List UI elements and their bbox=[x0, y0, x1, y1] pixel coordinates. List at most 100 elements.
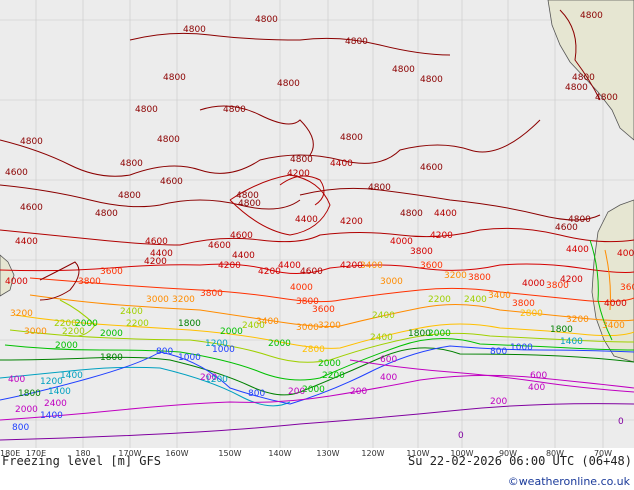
contour-label: 4800 bbox=[340, 133, 363, 143]
contour-label: 2000 bbox=[318, 359, 341, 369]
contour-label: 3400 bbox=[488, 291, 511, 301]
contour-label: 1400 bbox=[40, 411, 63, 421]
contour-label: 4800 bbox=[95, 209, 118, 219]
longitude-label: 80W bbox=[546, 449, 564, 458]
contour-label: 4800 bbox=[565, 83, 588, 93]
contour-label: 200 bbox=[350, 387, 367, 397]
contour-label: 4000 bbox=[522, 279, 545, 289]
longitude-label: 180E bbox=[0, 449, 20, 458]
contour-line bbox=[4, 338, 634, 381]
watermark: ©weatheronline.co.uk bbox=[508, 475, 631, 488]
contour-label: 1800 bbox=[178, 319, 201, 329]
contour-label: 2000 bbox=[428, 329, 451, 339]
contour-label: 4800 bbox=[368, 183, 391, 193]
longitude-label: 130W bbox=[316, 449, 339, 458]
land-new-zealand-edge bbox=[0, 254, 15, 297]
contour-line bbox=[14, 314, 634, 349]
contour-label: 4800 bbox=[420, 75, 443, 85]
contour-label: 3200 bbox=[566, 315, 589, 325]
contour-label: 400 bbox=[8, 375, 25, 385]
longitude-label: 140W bbox=[268, 449, 291, 458]
contour-label: 2400 bbox=[370, 333, 393, 343]
contour-label: 4600 bbox=[300, 267, 323, 277]
contour-label: 4600 bbox=[5, 168, 28, 178]
contour-line bbox=[0, 184, 301, 210]
contour-label: 1000 bbox=[510, 343, 533, 353]
contour-label: 3000 bbox=[146, 295, 169, 305]
contour-line bbox=[29, 277, 634, 303]
contour-line bbox=[29, 294, 634, 327]
contour-label: 1000 bbox=[178, 353, 201, 363]
contour-line bbox=[0, 347, 634, 396]
land-south-america bbox=[591, 199, 634, 363]
contour-lines bbox=[0, 9, 634, 441]
contour-label: 4200 bbox=[340, 217, 363, 227]
contour-label: 4800 bbox=[392, 65, 415, 75]
contour-label: 4200 bbox=[218, 261, 241, 271]
contour-line bbox=[299, 187, 601, 221]
contour-label: 4400 bbox=[434, 209, 457, 219]
longitude-label: 110W bbox=[406, 449, 429, 458]
contour-label: 400 bbox=[528, 383, 545, 393]
contour-line bbox=[604, 249, 611, 311]
contour-label: 3800 bbox=[200, 289, 223, 299]
contour-label: 2400 bbox=[464, 295, 487, 305]
contour-line bbox=[9, 329, 634, 363]
contour-label: 1800 bbox=[100, 353, 123, 363]
contour-line bbox=[0, 403, 634, 441]
contour-label: 4800 bbox=[183, 25, 206, 35]
contour-label: 4600 bbox=[230, 231, 253, 241]
contour-label: 2400 bbox=[44, 399, 67, 409]
contour-label: 4400 bbox=[330, 159, 353, 169]
contour-label: 3800 bbox=[512, 299, 535, 309]
contour-label: 3600 bbox=[100, 267, 123, 277]
contour-label: 4200 bbox=[287, 169, 310, 179]
map-title: Freezing level [m] GFS bbox=[2, 454, 161, 468]
contour-label: 4800 bbox=[277, 79, 300, 89]
land-north-america bbox=[547, 0, 634, 141]
contour-label: 1400 bbox=[560, 337, 583, 347]
contour-label: 1800 bbox=[18, 389, 41, 399]
contour-label: 4200 bbox=[144, 257, 167, 267]
contour-label: 0 bbox=[618, 417, 624, 427]
contour-label: 4600 bbox=[420, 163, 443, 173]
contour-label: 2200 bbox=[126, 319, 149, 329]
contour-label: 4200 bbox=[430, 231, 453, 241]
contour-label: 4000 bbox=[390, 237, 413, 247]
contour-label: 4400 bbox=[232, 251, 255, 261]
contour-label: 2200 bbox=[428, 295, 451, 305]
contour-label: 3400 bbox=[256, 317, 279, 327]
contour-label: 3600 bbox=[420, 261, 443, 271]
contour-label: 2000 bbox=[55, 341, 78, 351]
contour-label: 4800 bbox=[238, 199, 261, 209]
contour-label: 200 bbox=[288, 387, 305, 397]
contour-label: 4800 bbox=[572, 73, 595, 83]
contour-label: 200 bbox=[200, 373, 217, 383]
longitude-label: 90W bbox=[499, 449, 517, 458]
contour-label: 800 bbox=[12, 423, 29, 433]
contour-label: 3600 bbox=[620, 283, 634, 293]
contour-label: 3000 bbox=[24, 327, 47, 337]
contour-label: 4400 bbox=[15, 237, 38, 247]
contour-label: 4600 bbox=[20, 203, 43, 213]
longitude-label: 170W bbox=[118, 449, 141, 458]
longitude-label: 120W bbox=[361, 449, 384, 458]
contour-label: 4800 bbox=[290, 155, 313, 165]
contour-label: 800 bbox=[248, 389, 265, 399]
graticule bbox=[0, 0, 634, 448]
contour-label: 0 bbox=[458, 431, 464, 441]
contour-line bbox=[129, 32, 451, 56]
contour-label: 1400 bbox=[48, 387, 71, 397]
contour-label: 4800 bbox=[255, 15, 278, 25]
longitude-labels: 180E 170E 180 170W 160W 150W 140W 130W 120W 110W 1… bbox=[0, 449, 612, 458]
contour-line bbox=[59, 299, 96, 337]
contour-label: 4200 bbox=[560, 275, 583, 285]
contour-label: 4600 bbox=[160, 177, 183, 187]
contour-label: 2400 bbox=[242, 321, 265, 331]
contour-label: 1000 bbox=[212, 345, 235, 355]
contour-label: 4800 bbox=[580, 11, 603, 21]
contour-label: 400 bbox=[380, 373, 397, 383]
longitude-label: 70W bbox=[594, 449, 612, 458]
contour-line bbox=[0, 374, 634, 421]
